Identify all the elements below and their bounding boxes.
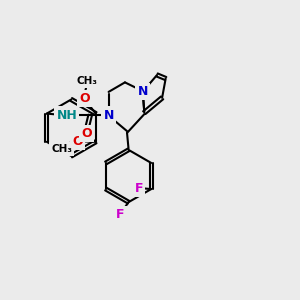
Text: NH: NH: [57, 109, 77, 122]
Text: CH₃: CH₃: [76, 76, 97, 85]
Text: N: N: [103, 109, 114, 122]
Text: F: F: [134, 182, 143, 195]
Text: O: O: [79, 92, 90, 105]
Text: O: O: [72, 135, 83, 148]
Text: CH₃: CH₃: [51, 144, 72, 154]
Text: F: F: [116, 208, 124, 221]
Text: O: O: [81, 127, 92, 140]
Text: N: N: [138, 85, 148, 98]
